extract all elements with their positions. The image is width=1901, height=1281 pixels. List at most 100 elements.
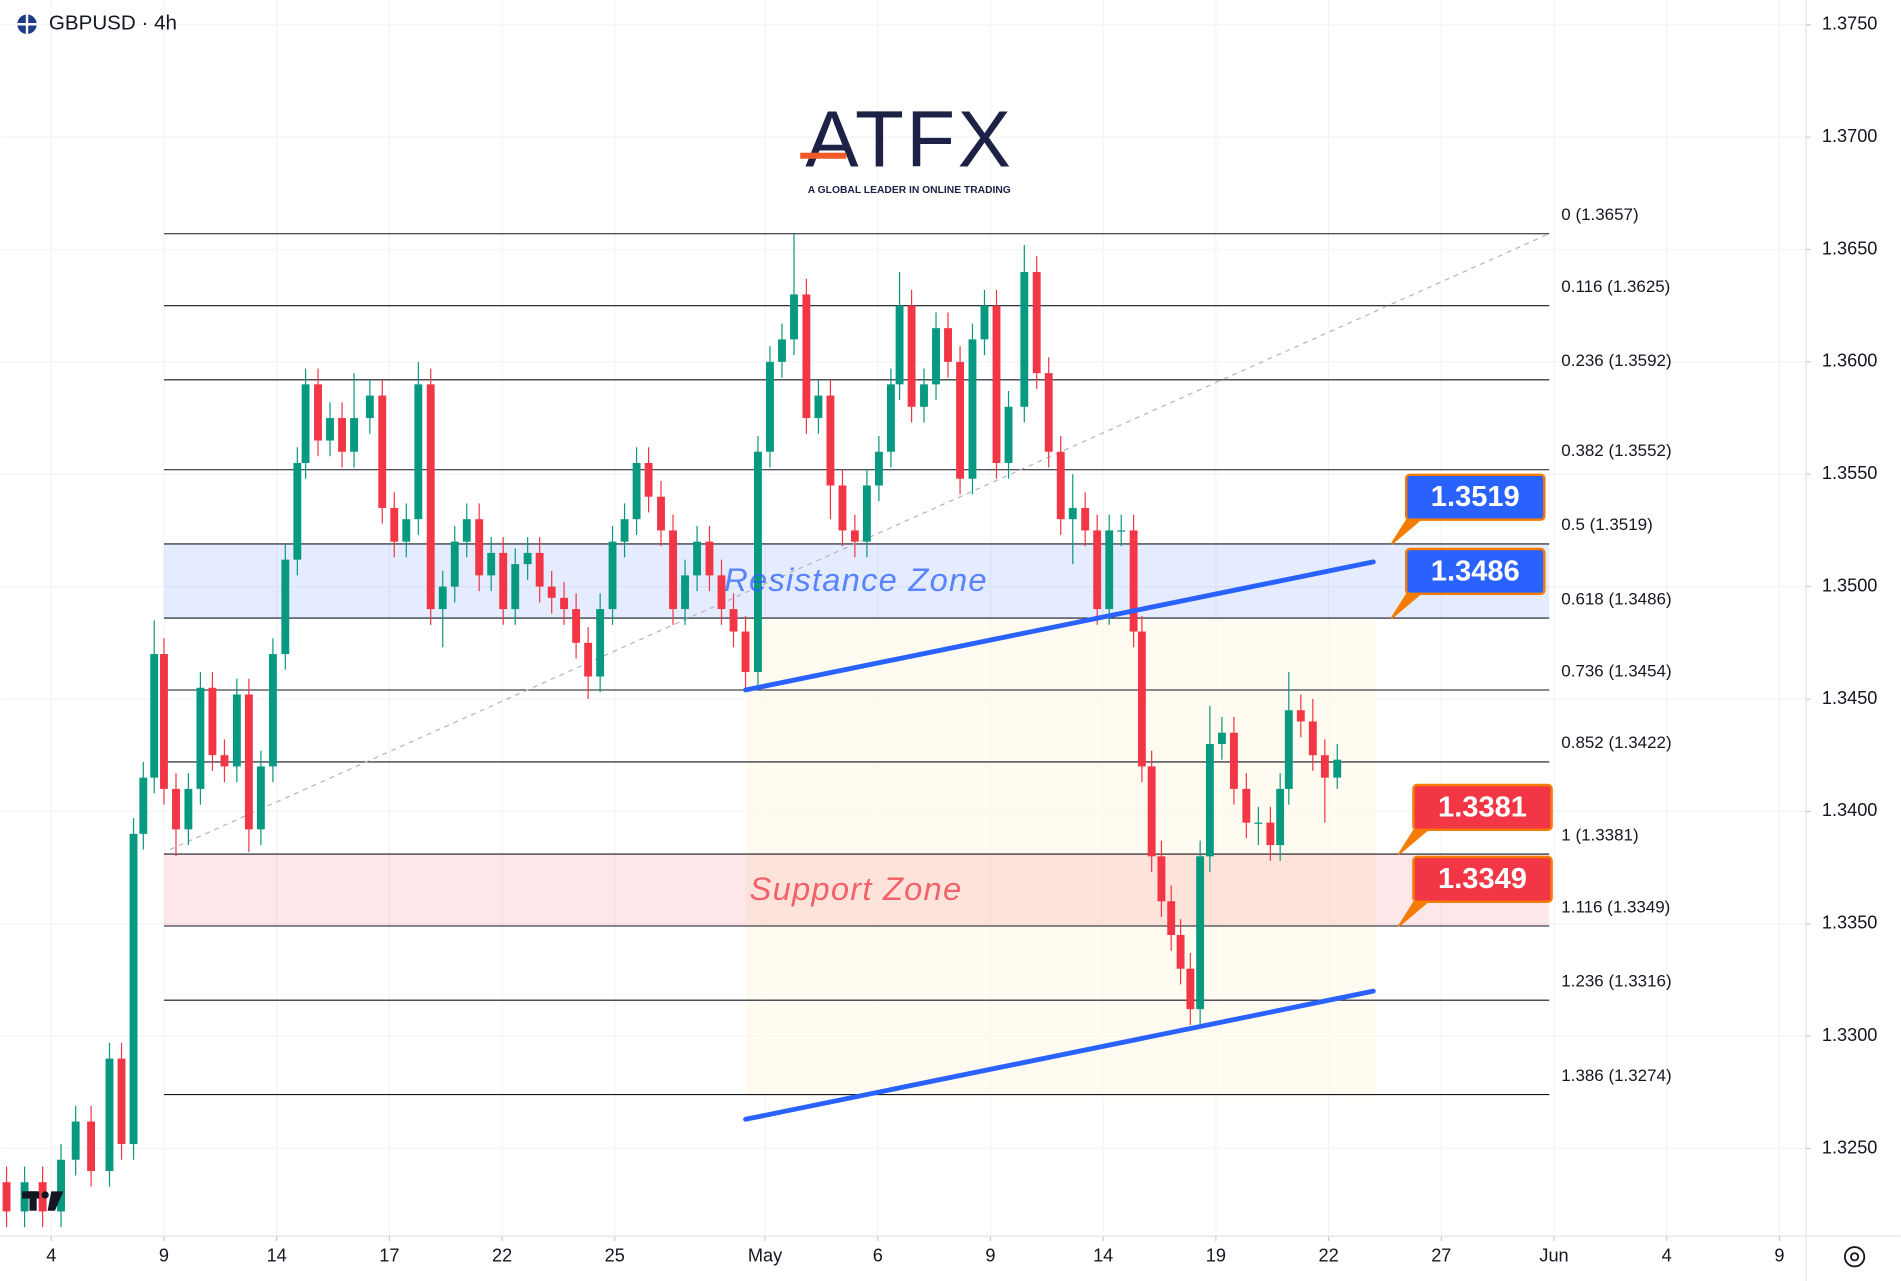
x-tick-label: 19 [1206,1246,1226,1266]
settings-icon[interactable] [1843,1246,1866,1268]
candle-body [753,451,762,673]
symbol-title[interactable]: GBPUSD · 4h [49,12,177,35]
candle-body [2,1182,11,1212]
candle-body [862,485,871,542]
zone [163,854,1550,926]
candle-body [717,575,726,610]
callout-label: 1.3349 [1438,863,1527,895]
candle-body [244,694,253,830]
trend-line [743,559,1376,693]
candle-body [1056,451,1065,520]
candle-body [150,654,159,778]
candle-body [57,1159,65,1212]
candle-body [71,1121,80,1160]
candle-body [1320,755,1329,778]
candle-body [1117,530,1126,532]
candle-body [644,462,653,497]
x-tick-label: 4 [1662,1246,1672,1266]
candle-body [350,418,359,452]
candle-body [196,687,205,789]
candle-body [790,294,798,340]
candle-body [778,339,786,362]
x-tick-label: 25 [605,1246,625,1266]
fib-label: 0 (1.3657) [1561,205,1638,224]
candle-body [620,519,629,542]
fib-label: 1 (1.3381) [1561,825,1638,844]
candle-body [992,305,1001,463]
candle-body [1229,732,1238,789]
candle-body [886,384,895,452]
candle-body [281,559,290,655]
candle-body [766,361,774,452]
candle-body [338,418,346,452]
y-tick-label: 1.3400 [1822,800,1878,820]
candle-body [802,294,811,419]
candle-body [1266,822,1275,846]
candle-body [1167,901,1176,935]
logo-name: ATFX [805,95,1013,184]
candle-body [475,519,484,576]
y-tick-label: 1.3300 [1822,1025,1878,1045]
logo-accent [800,152,847,159]
trend-line [743,988,1376,1122]
candle-body [301,384,310,463]
candle-body [1242,788,1251,823]
x-tick-label: May [748,1246,783,1266]
candle-body [895,305,904,385]
candle-body [208,687,217,756]
candle-body [547,586,556,598]
candle-body [705,541,714,576]
candle-body [535,552,544,587]
x-tick-label: Jun [1539,1246,1568,1266]
candle-body [184,788,193,830]
y-tick-label: 1.3750 [1822,14,1878,34]
candle-body [1157,856,1166,902]
candle-body [402,519,411,542]
x-tick-label: 27 [1431,1246,1451,1266]
candle-body [814,395,823,419]
candle-body [1093,530,1102,610]
candle-body [1205,743,1214,857]
candle-body [572,609,581,643]
callout-label: 1.3486 [1431,555,1520,587]
candle-body [293,462,302,560]
callout-pointer [1390,590,1424,619]
candle-body [850,530,859,542]
candle-body [596,609,605,677]
candle-body [584,642,593,677]
candle-body [1333,759,1342,778]
fib-label: 0.116 (1.3625) [1561,277,1670,296]
candle-body [172,788,180,830]
candle-body [980,305,989,340]
candle-body [487,552,496,576]
fib-label: 0.382 (1.3552) [1561,441,1671,460]
x-tick-label: 4 [46,1246,56,1266]
callout-box [1412,783,1553,832]
candle-body [1147,766,1156,857]
fib-label: 0.852 (1.3422) [1561,733,1671,752]
candle-body [438,586,447,610]
candle-body [1217,732,1226,744]
y-tick-label: 1.3500 [1822,575,1878,595]
candle-body [657,496,665,531]
candle-body [326,418,334,441]
candle-body [944,328,952,362]
overlay: Resistance Zone Support Zone 1.3519 1.3486 1… [724,473,1553,1122]
candle-body [139,777,148,834]
candle-body [160,654,168,789]
candle-body [105,1058,114,1171]
y-tick-label: 1.3450 [1822,688,1878,708]
fib-label: 0.5 (1.3519) [1561,515,1652,534]
candle-body [1044,373,1053,452]
zones [163,543,1550,926]
fib-levels: 0 (1.3657) 0.116 (1.3625) 0.236 (1.3592) 0.… [163,205,1672,1096]
fib-label: 1.236 (1.3316) [1561,971,1671,990]
x-tick-label: 9 [1774,1246,1784,1266]
candle-body [838,485,847,531]
candle-body [1276,788,1285,846]
candle-body [117,1058,126,1145]
candle-body [1296,710,1305,722]
candle-body [560,597,569,610]
